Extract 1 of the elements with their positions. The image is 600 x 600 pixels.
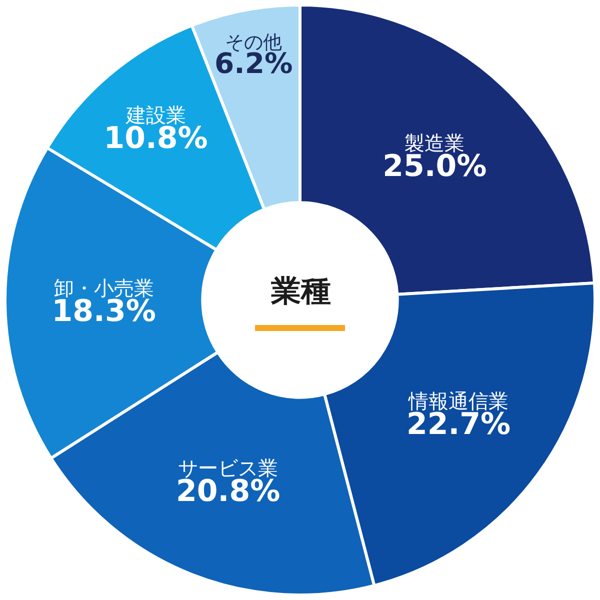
text: 業種 [270, 274, 331, 309]
